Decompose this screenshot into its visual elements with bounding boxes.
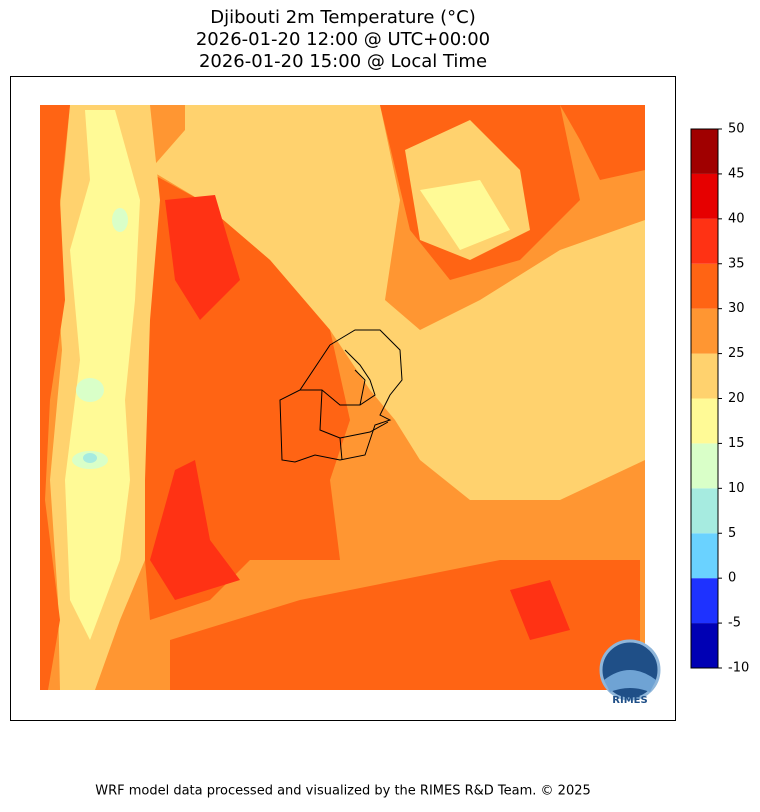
colorbar-tick-label: 25 [728, 346, 745, 361]
colorbar-tick-label: 40 [728, 211, 745, 226]
temperature-region [165, 195, 240, 320]
colorbar-tick-label: 50 [728, 122, 745, 137]
title-line: Djibouti 2m Temperature (°C) [210, 7, 476, 28]
logo: RIMES [599, 639, 661, 706]
temperature-region [510, 580, 570, 640]
colorbar-tick-label: 35 [728, 256, 745, 271]
temperature-region [40, 105, 70, 690]
temperature-region [112, 208, 128, 232]
temperature-region [83, 453, 97, 463]
colorbar-band [691, 129, 718, 174]
colorbar-band [691, 623, 718, 668]
temperature-region [76, 378, 104, 402]
colorbar-tick-label: 20 [728, 391, 745, 406]
border-line [300, 349, 376, 406]
colorbar-band [691, 173, 718, 219]
temperature-region [420, 180, 510, 250]
colorbar-band [691, 443, 718, 489]
title-line: 2026-01-20 15:00 @ Local Time [199, 51, 487, 72]
colorbar-tick-label: 10 [728, 481, 745, 496]
colorbar-band [691, 398, 718, 444]
border-line [279, 329, 403, 463]
footer: WRF model data processed and visualized … [95, 784, 591, 799]
colorbar-tick-label: 30 [728, 301, 745, 316]
map-area [40, 105, 645, 690]
colorbar-band [691, 488, 718, 534]
colorbar-tick-label: 5 [728, 526, 736, 541]
colorbar-band [691, 578, 718, 624]
temperature-region [560, 105, 645, 180]
country-border [279, 329, 403, 463]
border-line [319, 389, 343, 461]
title-line: 2026-01-20 12:00 @ UTC+00:00 [196, 29, 490, 50]
colorbar: -10 -5 0 5 10 15 20 25 30 35 40 45 50 [690, 122, 749, 676]
temperature-region [150, 105, 645, 500]
colorbar-band [691, 308, 718, 354]
colorbar-tick-label: -5 [728, 616, 741, 631]
temperature-region [150, 460, 240, 600]
colorbar-tick-label: 45 [728, 166, 745, 181]
colorbar-tick-label: -10 [728, 661, 749, 676]
border-line [339, 421, 389, 439]
colorbar-band [691, 263, 718, 309]
logo-wave [604, 670, 656, 692]
colorbar-band [691, 533, 718, 579]
temperature-region [65, 110, 140, 640]
logo-text: RIMES [612, 695, 647, 706]
colorbar-band [691, 353, 718, 399]
colorbar-band [691, 218, 718, 264]
colorbar-tick-label: 15 [728, 436, 745, 451]
colorbar-tick-label: 0 [728, 571, 736, 586]
border-line [354, 369, 366, 406]
